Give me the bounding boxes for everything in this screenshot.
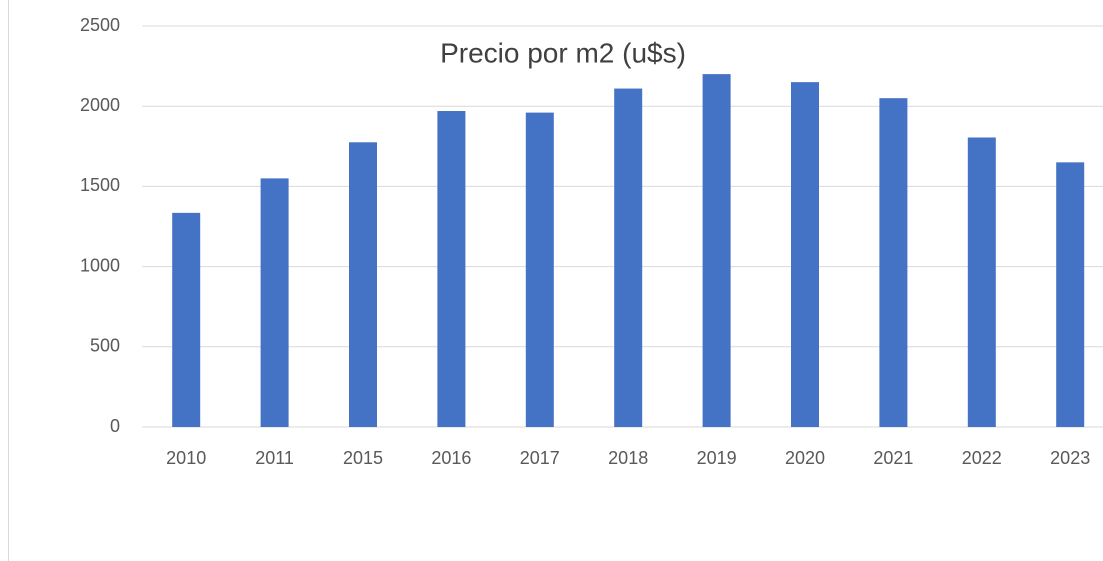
- y-tick-label: 500: [90, 336, 120, 356]
- bar: [614, 88, 643, 427]
- x-tick-label: 2016: [431, 448, 471, 468]
- bar: [791, 82, 819, 427]
- y-tick-label: 0: [110, 416, 120, 436]
- bar: [1056, 162, 1085, 427]
- x-tick-label: 2015: [343, 448, 383, 468]
- bar: [437, 111, 466, 428]
- y-tick-label: 2000: [80, 95, 120, 115]
- x-tick-label: 2017: [520, 448, 560, 468]
- bar: [172, 212, 201, 427]
- y-tick-label: 2500: [80, 15, 120, 35]
- bar: [967, 137, 996, 427]
- bar: [260, 178, 289, 427]
- x-tick-label: 2011: [255, 448, 294, 468]
- y-tick-label: 1000: [80, 255, 120, 275]
- x-tick-label: 2018: [608, 448, 648, 468]
- x-tick-label: 2020: [785, 448, 825, 468]
- bar: [702, 74, 731, 428]
- x-tick-label: 2023: [1050, 448, 1090, 468]
- x-tick-label: 2019: [697, 448, 737, 468]
- bar: [525, 112, 554, 427]
- x-tick-label: 2010: [166, 448, 206, 468]
- bar: [879, 98, 908, 428]
- chart-frame: [8, 0, 9, 561]
- x-tick-label: 2022: [962, 448, 1002, 468]
- chart-title: Precio por m2 (u$s): [440, 37, 686, 68]
- bar: [349, 142, 377, 428]
- y-tick-label: 1500: [80, 175, 120, 195]
- x-tick-label: 2021: [873, 448, 913, 468]
- grid: [142, 25, 1103, 428]
